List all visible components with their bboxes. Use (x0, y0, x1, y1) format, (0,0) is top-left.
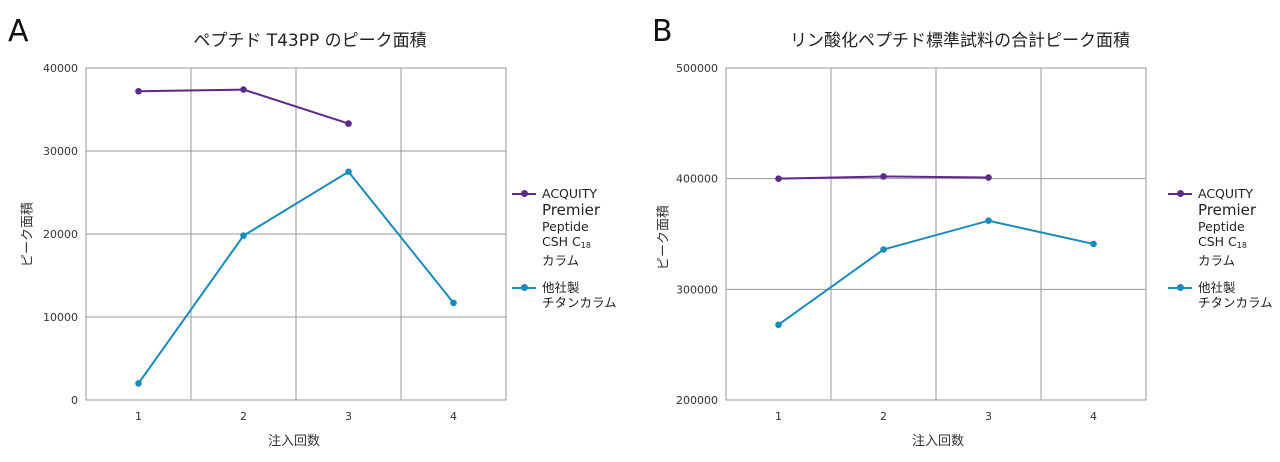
legend-item-series-1: ACQUITY Premier Peptide CSH C18 カラム (512, 186, 617, 268)
legend-text-line: CSH C18 (1198, 234, 1273, 253)
series-1 (775, 173, 992, 182)
legend-subscript: 18 (580, 241, 591, 250)
legend-item-series-2: 他社製 チタンカラム (512, 280, 617, 310)
series-1 (135, 86, 352, 127)
data-point (880, 173, 887, 180)
data-point (880, 246, 887, 253)
series-line (777, 219, 1094, 326)
data-point (240, 86, 247, 93)
legend-item-series-2: 他社製 チタンカラム (1168, 280, 1273, 310)
data-point (985, 174, 992, 181)
legend-text-line: Premier (542, 201, 601, 219)
x-tick-label: 3 (985, 410, 992, 423)
x-tick-label: 2 (880, 410, 887, 423)
y-axis-label: ピーク面積 (656, 205, 672, 271)
legend-swatch-series-2 (512, 284, 536, 291)
y-tick-label: 400000 (676, 173, 718, 186)
chart-panel-a: A ペプチド T43PP のピーク面積 0 10000 20000 30000 4000… (8, 14, 617, 449)
x-tick-label: 4 (450, 410, 457, 423)
y-tick-label: 10000 (43, 311, 78, 324)
data-point (135, 87, 142, 95)
legend-text-line: カラム (1198, 253, 1236, 268)
x-tick-label: 1 (775, 410, 782, 423)
x-tick-label: 4 (1090, 410, 1097, 423)
legend-text-line: チタンカラム (1198, 295, 1273, 310)
legend-text: CSH C (1198, 234, 1237, 249)
legend: ACQUITY Premier Peptide CSH C18 カラム 他社製 … (512, 186, 617, 322)
y-tick-label: 300000 (676, 283, 718, 296)
x-tick-label: 1 (135, 410, 142, 423)
legend-subscript: 18 (1236, 241, 1247, 250)
series-line (138, 88, 349, 125)
y-tick-label: 0 (71, 394, 78, 407)
x-tick-label: 3 (345, 410, 352, 423)
y-tick-label: 30000 (43, 145, 78, 158)
data-point (345, 168, 352, 176)
legend-text-line: 他社製 (1198, 280, 1236, 295)
x-tick-label: 2 (240, 410, 247, 423)
legend-text-line: Peptide (1198, 219, 1245, 234)
legend-swatch-series-1 (1168, 190, 1192, 197)
legend-text-line: カラム (542, 253, 580, 268)
data-point (775, 175, 782, 182)
x-axis-label: 注入回数 (267, 434, 320, 449)
series-2 (135, 168, 457, 387)
x-axis-label: 注入回数 (911, 434, 964, 449)
chart-title: リン酸化ペプチド標準試料の合計ピーク面積 (790, 31, 1130, 51)
plot-area: 0 10000 20000 30000 40000 1 2 3 4 (43, 62, 507, 423)
legend-text-line: ACQUITY (542, 186, 598, 201)
data-point (345, 120, 352, 127)
panel-label: B (652, 14, 673, 49)
data-point (985, 217, 992, 225)
data-point (240, 232, 247, 239)
legend-text-line: チタンカラム (542, 295, 617, 310)
gridlines (85, 67, 507, 401)
legend-text-line: Premier (1198, 201, 1257, 219)
y-tick-label: 500000 (676, 62, 718, 75)
legend-swatch-series-1 (512, 190, 536, 197)
y-tick-label: 20000 (43, 228, 78, 241)
series-line (137, 170, 455, 384)
data-point (775, 321, 782, 329)
series-2 (775, 217, 1097, 329)
data-point (135, 380, 142, 387)
y-axis-label: ピーク面積 (20, 202, 36, 268)
data-point (1090, 240, 1097, 248)
legend-item-series-1: ACQUITY Premier Peptide CSH C18 カラム (1168, 186, 1273, 268)
legend-text-line: ACQUITY (1198, 186, 1254, 201)
legend-text-line: CSH C18 (542, 234, 617, 253)
legend-swatch-series-2 (1168, 284, 1192, 291)
legend-text: CSH C (542, 234, 581, 249)
gridlines (725, 67, 1147, 401)
legend-text-line: 他社製 (542, 280, 580, 295)
panel-label: A (8, 14, 29, 49)
y-tick-label: 200000 (676, 394, 718, 407)
chart-title: ペプチド T43PP のピーク面積 (193, 31, 427, 51)
chart-panel-b: B リン酸化ペプチド標準試料の合計ピーク面積 200000 300000 40000… (640, 0, 1280, 462)
legend-text-line: Peptide (542, 219, 589, 234)
data-point (450, 299, 457, 307)
y-tick-label: 40000 (43, 62, 78, 75)
legend: ACQUITY Premier Peptide CSH C18 カラム 他社製 … (1168, 186, 1273, 322)
plot-area: 200000 300000 400000 500000 1 2 3 4 (676, 62, 1147, 423)
